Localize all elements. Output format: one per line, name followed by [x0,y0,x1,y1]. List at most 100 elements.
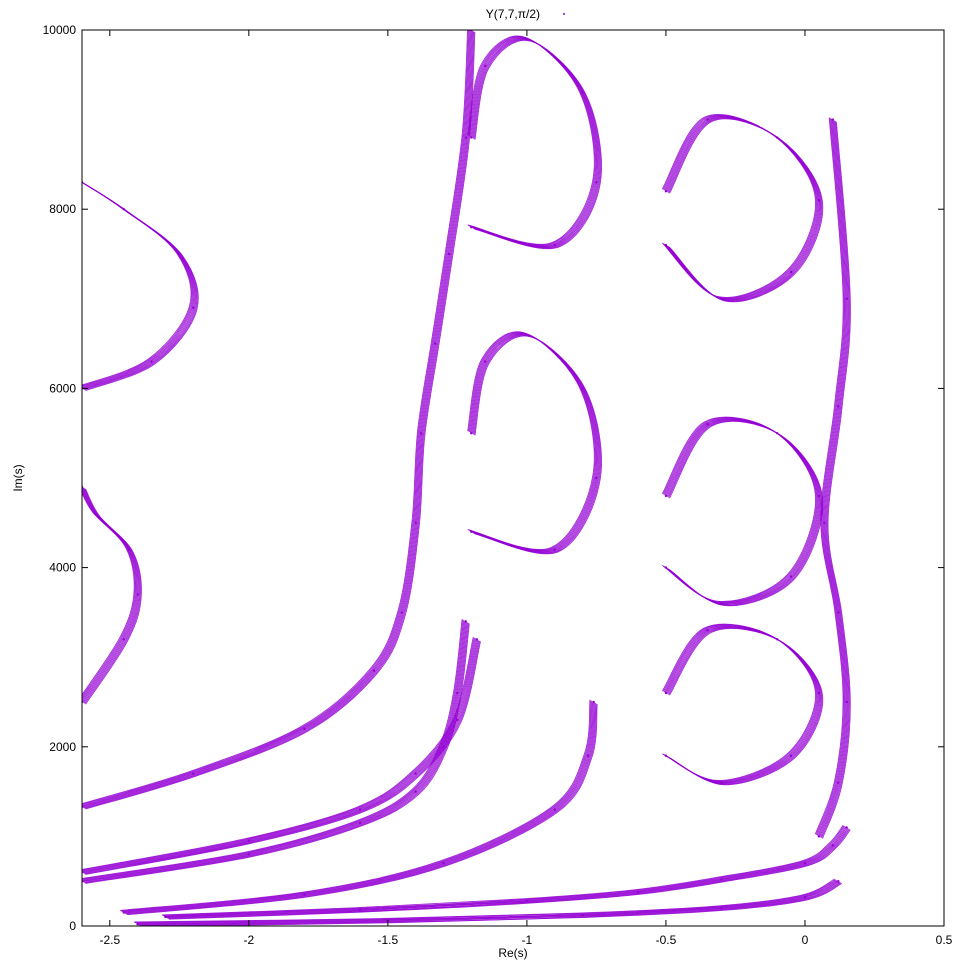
data-point [414,772,417,775]
data-strand [469,36,597,246]
data-strand [85,641,481,875]
data-point [706,423,709,426]
data-point [803,896,807,899]
data-strand [126,703,597,915]
data-point [247,839,251,843]
x-tick-label: -0.5 [656,933,677,947]
data-point [706,629,709,632]
data-point [372,669,376,672]
data-trace [82,181,199,392]
data-strand [134,879,836,924]
y-tick-label: 6000 [49,381,76,395]
y-tick-label: 0 [69,919,76,933]
data-point [789,754,793,757]
legend-label: Y(7,7,π/2) [486,7,540,21]
data-point [817,835,821,838]
x-tick-label: -2.5 [99,933,120,947]
data-strand [474,39,602,250]
data-strand [818,119,848,837]
data-strand [161,825,844,916]
data-strand [82,619,464,880]
data-point [817,494,821,498]
data-strand [83,640,480,874]
data-strand [83,31,474,809]
y-tick-label: 2000 [49,740,76,754]
data-point [122,638,125,641]
data-point [150,360,153,363]
legend-marker [563,13,565,15]
data-point [414,521,417,524]
data-strand [667,626,822,785]
data-point [525,37,529,41]
data-point [414,790,417,793]
data-point [358,821,362,825]
data-point [720,602,723,605]
data-strand [82,30,470,806]
data-strand [84,31,475,809]
data-point [581,91,584,94]
data-point [122,911,125,914]
data-point [775,136,779,139]
data-point [720,297,723,300]
data-point [303,893,306,896]
x-axis-label: Re(s) [498,946,527,960]
data-point [817,691,821,695]
data-strand [661,623,816,781]
data-point [470,136,473,139]
data-point [595,476,598,480]
data-point [358,808,362,811]
data-point [525,899,529,903]
data-point [553,548,556,551]
data-strand [815,117,845,835]
plot-frame [81,29,945,927]
data-point [136,923,139,926]
data-trace [467,331,602,555]
data-strand [85,488,142,705]
data-trace [82,485,142,705]
data-trace [120,699,598,916]
data-strand [141,882,843,926]
data-strand [467,331,595,550]
data-strand [85,184,199,392]
data-strand [817,119,847,837]
data-point [483,360,487,363]
data-strand [82,620,465,881]
x-tick-label: -2 [244,933,255,947]
data-point [581,914,584,917]
data-trace [467,35,602,250]
data-trace [661,623,824,786]
data-strand [82,638,476,872]
y-tick-label: 10000 [43,23,77,37]
data-point [178,252,181,256]
data-point [837,781,840,784]
data-point [803,862,807,865]
data-strand [82,30,469,805]
data-strand [140,882,842,926]
data-strand [168,828,850,920]
data-point [837,880,840,883]
data-strand [667,419,822,606]
data-point [553,808,556,811]
data-point [775,432,779,435]
data-point [358,908,362,912]
data-point [483,64,487,68]
data-strand [669,118,824,303]
data-point [581,387,584,390]
data-strand [468,331,596,551]
data-point [442,862,445,865]
data-point [94,512,98,516]
data-point [664,494,668,498]
x-tick-label: 0.5 [936,933,953,947]
data-strand [821,121,850,839]
data-strand [82,639,478,873]
data-point [664,190,668,193]
data-strand [84,640,481,875]
data-point [775,638,779,641]
data-strand [82,619,463,879]
data-point [525,333,529,336]
data-point [247,853,251,856]
data-strand [819,120,849,838]
data-point [456,718,459,722]
data-strand [121,700,593,912]
